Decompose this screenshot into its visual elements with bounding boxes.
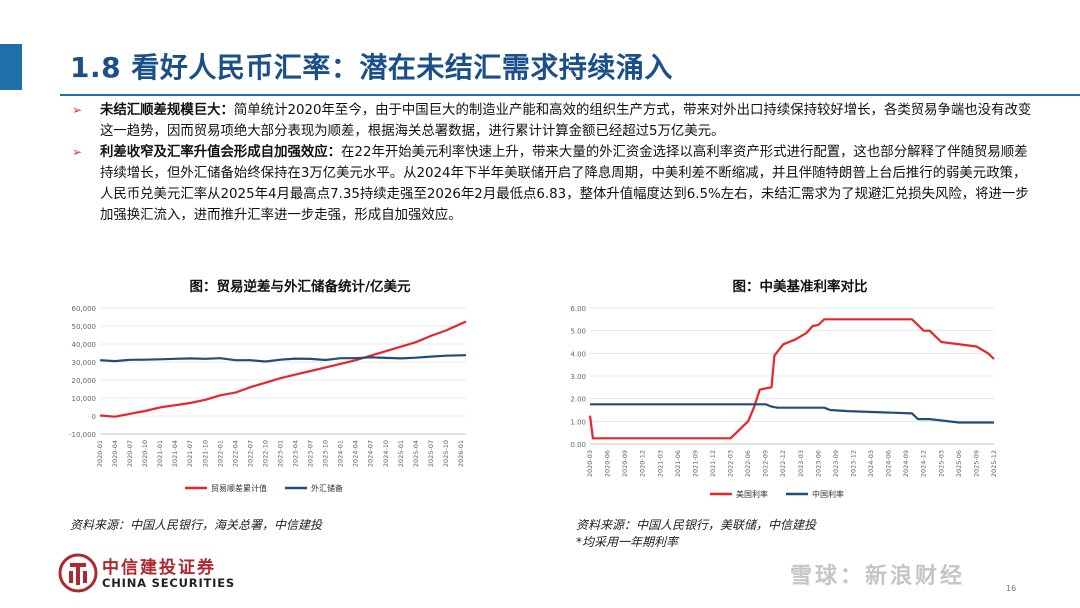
source-right-note: *均采用一年期利率 [576, 535, 679, 549]
x-tick-label: 2022-12 [779, 450, 787, 477]
x-tick-label: 2022-03 [727, 450, 735, 477]
bullet-heading: 未结汇顺差规模巨大： [100, 103, 234, 118]
x-tick-label: 2020-01 [96, 440, 104, 467]
x-tick-label: 2024-10 [382, 440, 390, 467]
interest-rate-chart: 0.00 1.00 2.00 3.00 4.00 5.00 6.00 2020-03 2020-… [570, 305, 998, 499]
x-tick-label: 2025-04 [412, 440, 420, 467]
bullet-text: 在22年开始美元利率快速上升，带来大量的外汇资金选择以高利率资产形式进行配置，这… [100, 145, 1029, 223]
x-tick-label: 2023-03 [797, 450, 805, 477]
x-tick-label: 2021-07 [186, 440, 194, 467]
x-tick-label: 2025-10 [442, 440, 450, 467]
x-tick-label: 2020-06 [604, 450, 612, 477]
x-tick-label: 2023-04 [292, 440, 300, 467]
bullet-item-trade-surplus: ➢ 未结汇顺差规模巨大：简单统计2020年至今，由于中国巨大的制造业产能和高效的… [72, 100, 1032, 142]
legend-label: 贸易顺差累计值 [211, 483, 267, 493]
x-tick-label: 2024-09 [902, 450, 910, 477]
bullet-text: 简单统计2020年至今，由于中国巨大的制造业产能和高效的组织生产方式，带来对外出… [100, 103, 1032, 139]
chart-title-trade: 图：贸易逆差与外汇储备统计/亿美元 [189, 279, 411, 295]
page-number: 16 [1006, 584, 1017, 593]
bullet-heading: 利差收窄及汇率升值会形成自加强效应： [100, 145, 342, 160]
x-tick-label: 2020-04 [111, 440, 119, 467]
source-right: 资料来源：中国人民银行，美联储，中信建投 [576, 518, 817, 532]
x-tick-label: 2022-09 [762, 450, 770, 477]
x-tick-label: 2020-10 [141, 440, 149, 467]
x-tick-label: 2023-01 [276, 440, 284, 467]
x-tick-label: 2024-12 [920, 450, 928, 477]
x-tick-label: 2024-07 [367, 440, 375, 467]
trade-reserve-chart: -10,000 0 10,000 20,000 30,000 40,000 50,000 60… [69, 305, 467, 493]
x-tick-label: 2023-06 [814, 450, 822, 477]
series-line-0 [588, 318, 995, 440]
title-accent-bar [0, 44, 22, 90]
x-tick-label: 2020-09 [621, 450, 629, 477]
source-left: 资料来源：中国人民银行，海关总署，中信建投 [70, 518, 323, 532]
x-tick-label: 2020-07 [126, 440, 134, 467]
x-tick-label: 2025-09 [972, 450, 980, 477]
x-tick-label: 2021-03 [656, 450, 664, 477]
x-tick-label: 2023-12 [849, 450, 857, 477]
y-tick-label: 0.00 [570, 441, 586, 449]
company-logo: 中信建投证券 CHINA SECURITIES [58, 553, 248, 597]
x-tick-label: 2025-07 [427, 440, 435, 467]
x-tick-label: 2025-03 [937, 450, 945, 477]
series-line-1 [99, 354, 467, 363]
x-tick-label: 2022-10 [261, 440, 269, 467]
y-tick-label: 3.00 [570, 373, 586, 381]
x-tick-label: 2023-09 [832, 450, 840, 477]
x-tick-label: 2025-01 [397, 440, 405, 467]
y-tick-label: 30,000 [72, 359, 97, 367]
x-tick-label: 2021-04 [171, 440, 179, 467]
y-tick-label: 5.00 [570, 328, 586, 336]
chart-title-rates: 图：中美基准利率对比 [732, 279, 868, 295]
y-tick-label: 0 [92, 413, 96, 421]
x-tick-label: 2021-01 [156, 440, 164, 467]
x-tick-label: 2025-12 [990, 450, 998, 477]
y-tick-label: 4.00 [570, 350, 586, 358]
x-tick-label: 2022-07 [246, 440, 254, 467]
logo-english-name: CHINA SECURITIES [102, 576, 235, 590]
y-tick-label: -10,000 [69, 431, 96, 439]
title-bar: 1.8 看好人民币汇率：潜在未结汇需求持续涌入 [0, 44, 1080, 90]
x-tick-label: 2022-01 [216, 440, 224, 467]
x-tick-label: 2024-04 [352, 440, 360, 467]
x-tick-label: 2023-10 [322, 440, 330, 467]
y-tick-label: 60,000 [72, 305, 97, 313]
x-tick-label: 2022-06 [744, 450, 752, 477]
legend-label: 中国利率 [812, 489, 844, 499]
x-tick-label: 2021-09 [691, 450, 699, 477]
y-tick-label: 20,000 [72, 377, 97, 385]
x-tick-label: 2020-03 [586, 450, 594, 477]
slide-title: 1.8 看好人民币汇率：潜在未结汇需求持续涌入 [70, 51, 673, 84]
y-tick-label: 10,000 [72, 395, 97, 403]
x-tick-label: 2020-12 [639, 450, 647, 477]
legend-label: 美国利率 [736, 489, 768, 499]
x-tick-label: 2021-06 [674, 450, 682, 477]
y-tick-label: 1.00 [570, 418, 586, 426]
logo-chinese-name: 中信建投证券 [102, 558, 216, 578]
x-tick-label: 2021-12 [709, 450, 717, 477]
x-tick-label: 2023-07 [307, 440, 315, 467]
x-tick-label: 2022-04 [231, 440, 239, 467]
bullet-item-spread: ➢ 利差收窄及汇率升值会形成自加强效应：在22年开始美元利率快速上升，带来大量的… [72, 142, 1032, 226]
bullet-arrow-icon: ➢ [72, 103, 83, 117]
x-tick-label: 2024-03 [867, 450, 875, 477]
watermark: 雪球：新浪财经 [790, 564, 966, 589]
x-tick-label: 2025-06 [955, 450, 963, 477]
title-underline [60, 94, 1080, 96]
y-tick-label: 2.00 [570, 396, 586, 404]
series-line-1 [590, 403, 994, 424]
series-line-0 [99, 320, 467, 418]
y-tick-label: 40,000 [72, 341, 97, 349]
citic-emblem-icon [58, 553, 98, 593]
legend-label: 外汇储备 [311, 483, 343, 493]
y-tick-label: 6.00 [570, 305, 586, 313]
bullet-list: ➢ 未结汇顺差规模巨大：简单统计2020年至今，由于中国巨大的制造业产能和高效的… [72, 100, 1032, 226]
x-tick-label: 2026-01 [457, 440, 465, 467]
x-tick-label: 2021-10 [201, 440, 209, 467]
x-tick-label: 2024-06 [885, 450, 893, 477]
y-tick-label: 50,000 [72, 323, 97, 331]
x-tick-label: 2024-01 [337, 440, 345, 467]
bullet-arrow-icon: ➢ [72, 145, 83, 159]
